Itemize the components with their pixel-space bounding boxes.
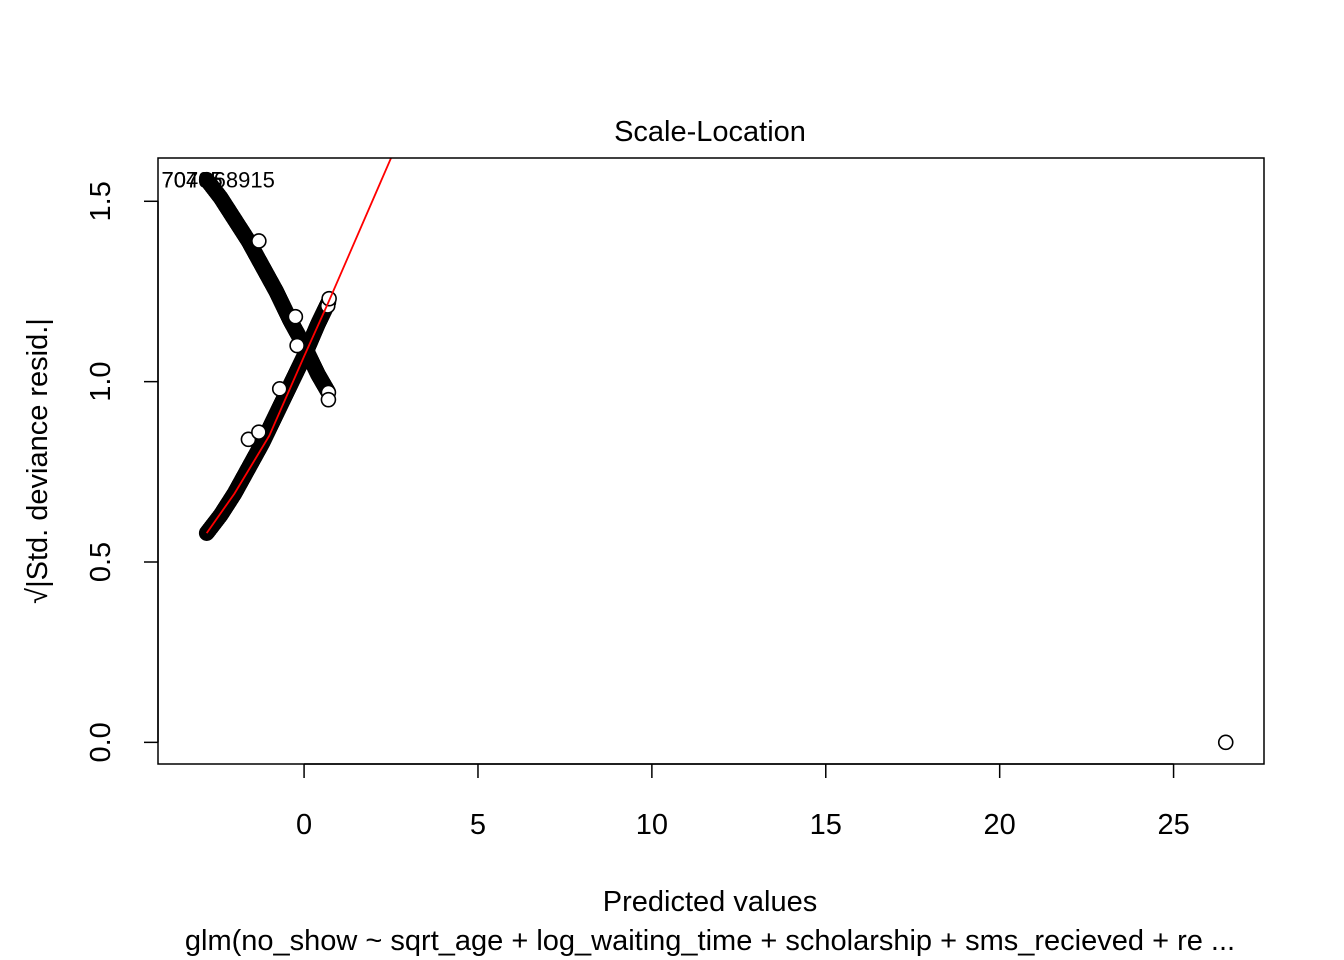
residual-point	[251, 233, 267, 249]
points-layer	[198, 171, 1234, 751]
x-tick-label: 0	[296, 809, 312, 841]
residual-point	[1217, 734, 1234, 751]
chart-subtitle: glm(no_show ~ sqrt_age + log_waiting_tim…	[185, 925, 1235, 957]
point-label: 70705	[161, 168, 222, 193]
x-tick-label: 10	[636, 809, 668, 841]
y-tick-label: 0.0	[85, 722, 117, 762]
residual-point	[240, 431, 257, 448]
residual-point	[251, 424, 267, 440]
y-axis-label: √|Std. deviance resid.|	[22, 318, 54, 604]
x-tick-label: 20	[984, 809, 1016, 841]
chart-title: Scale-Location	[614, 116, 806, 148]
x-tick-label: 25	[1157, 809, 1189, 841]
point-label: 70405	[161, 168, 222, 193]
y-tick-label: 0.5	[85, 542, 117, 582]
point-label: 68915	[214, 168, 275, 193]
residual-point	[271, 381, 288, 397]
smoother-line	[205, 158, 392, 534]
y-axis: 0.0 0.5 1.0 1.5	[85, 181, 159, 763]
residual-point	[320, 391, 337, 408]
x-axis: 0 5 10 15 20 25	[296, 763, 1190, 841]
y-tick-label: 1.5	[85, 181, 117, 221]
residual-point	[287, 308, 304, 325]
x-tick-label: 5	[470, 809, 486, 841]
residual-point	[289, 337, 305, 354]
x-axis-label: Predicted values	[603, 886, 817, 918]
x-tick-label: 15	[810, 809, 842, 841]
y-tick-label: 1.0	[85, 361, 117, 401]
smoother-layer	[205, 158, 392, 534]
